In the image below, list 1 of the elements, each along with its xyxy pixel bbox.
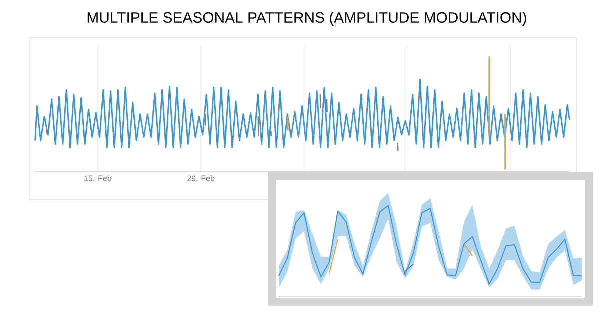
chart-title: MULTIPLE SEASONAL PATTERNS (AMPLITUDE MODULATION)	[88, 12, 526, 26]
